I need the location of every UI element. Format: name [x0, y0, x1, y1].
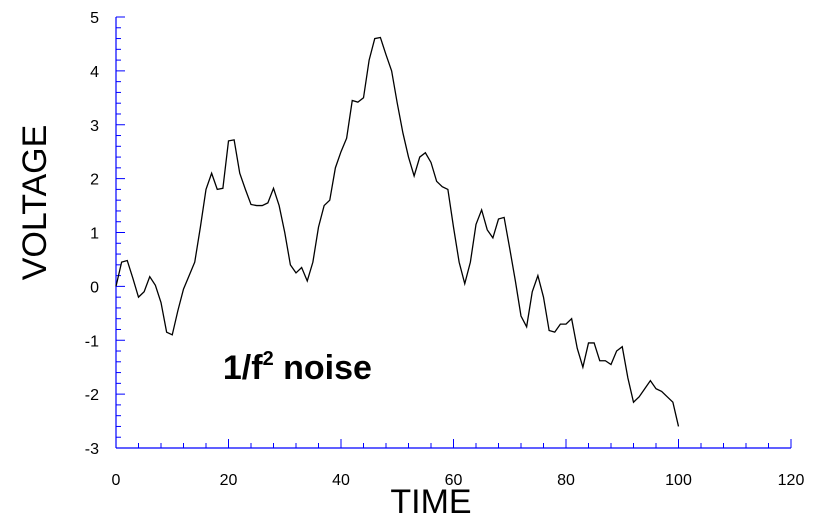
y-tick-label: 2 [90, 172, 99, 189]
y-tick-label: 1 [90, 226, 99, 243]
x-tick-label: 100 [665, 472, 692, 489]
y-tick-label: -2 [85, 387, 99, 404]
annotation-superscript: 2 [263, 348, 274, 370]
x-tick-label: 80 [557, 472, 575, 489]
plot-area: 0 20 40 60 80 100 120 5 4 3 2 1 0 -1 -2 -3 [85, 10, 805, 489]
y-tick-label: 0 [90, 279, 99, 296]
x-tick-label: 20 [220, 472, 238, 489]
annotation-suffix: noise [274, 349, 372, 387]
y-tick-label: -1 [85, 333, 99, 350]
annotation-base: 1/f [223, 349, 263, 387]
y-tick-label: 5 [90, 10, 99, 27]
x-axis-title: TIME [390, 483, 471, 521]
y-tick-label: 3 [90, 118, 99, 135]
x-tick-label: 0 [112, 472, 121, 489]
y-axis-ticks: 5 4 3 2 1 0 -1 -2 -3 [85, 10, 125, 458]
x-tick-label: 60 [445, 472, 463, 489]
series-line [115, 36, 680, 427]
x-axis-ticks: 0 20 40 60 80 100 120 [112, 439, 805, 489]
y-tick-label: 4 [90, 64, 99, 81]
noise-annotation: 1/f2 noise [223, 348, 372, 387]
y-axis-title: VOLTAGE [16, 125, 54, 281]
x-tick-label: 120 [778, 472, 805, 489]
x-tick-label: 40 [332, 472, 350, 489]
y-tick-label: -3 [85, 441, 99, 458]
